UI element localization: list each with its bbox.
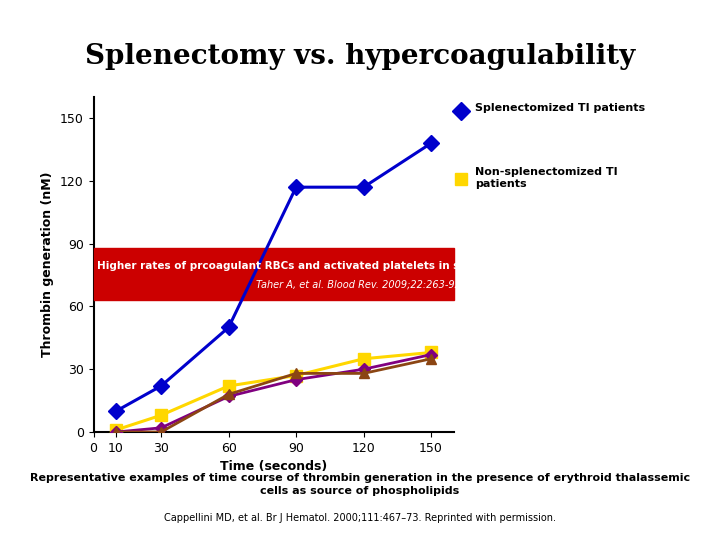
Text: Higher rates of prcoagulant RBCs and activated platelets in splenactomized patie: Higher rates of prcoagulant RBCs and act… [97, 261, 603, 271]
Text: Splenectomized TI patients: Splenectomized TI patients [475, 103, 645, 113]
Text: Taher A, et al. Blood Rev. 2009;22:263-92.: Taher A, et al. Blood Rev. 2009;22:263-9… [256, 280, 464, 289]
Text: Non-splenectomized TI
patients: Non-splenectomized TI patients [475, 167, 618, 189]
X-axis label: Time (seconds): Time (seconds) [220, 460, 327, 473]
Text: Representative examples of time course of thrombin generation in the presence of: Representative examples of time course o… [30, 473, 690, 483]
Text: cells as source of phospholipids: cells as source of phospholipids [261, 487, 459, 496]
Y-axis label: Thrombin generation (nM): Thrombin generation (nM) [42, 172, 55, 357]
Text: Splenectomy vs. hypercoagulability: Splenectomy vs. hypercoagulability [85, 43, 635, 70]
Bar [94, 248, 454, 300]
Text: Cappellini MD, et al. Br J Hematol. 2000;111:467–73. Reprinted with permission.: Cappellini MD, et al. Br J Hematol. 2000… [164, 514, 556, 523]
